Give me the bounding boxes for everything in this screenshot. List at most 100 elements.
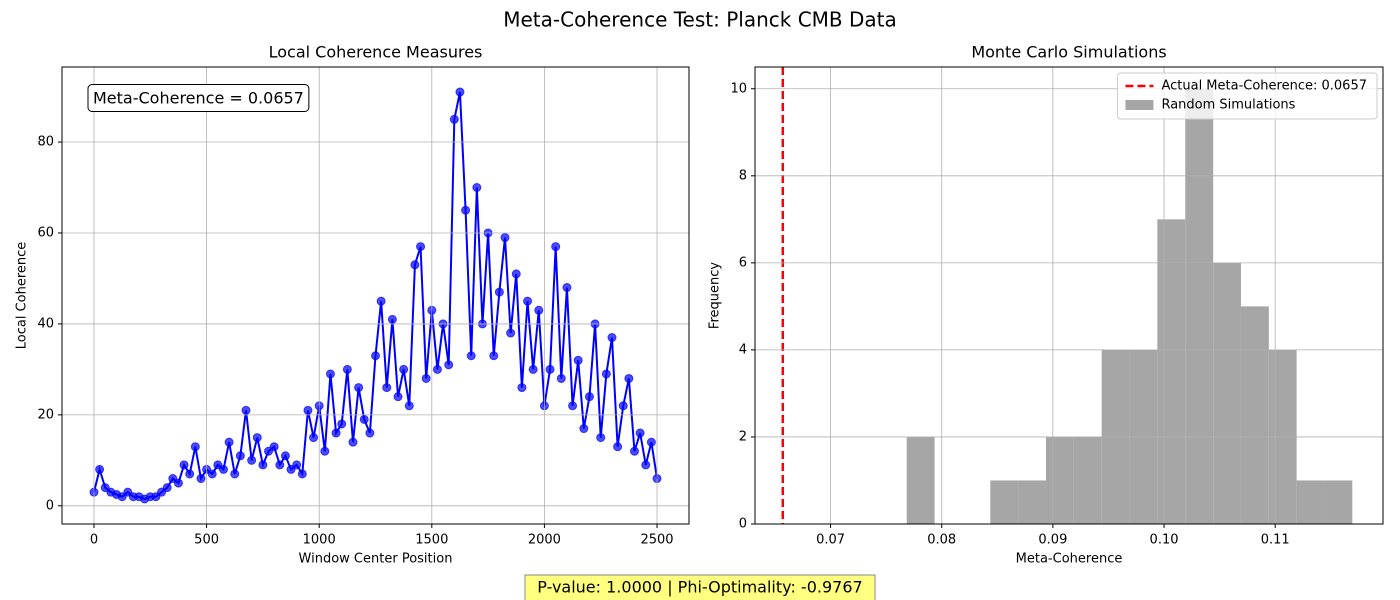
plot-area [781,67,1353,524]
histogram-bar [1157,219,1186,524]
x-tick-label: 0.11 [1261,533,1290,548]
axes-frame [754,66,1384,525]
x-tick-label: 0 [90,533,98,548]
data-point [309,433,319,443]
data-point [359,414,369,424]
data-point [551,242,561,252]
x-tick-label: 1000 [303,533,336,548]
data-point [506,328,516,338]
data-point [410,260,420,270]
data-point [235,451,245,461]
data-point [258,460,268,470]
y-tick-label: 80 [37,135,54,150]
data-point [584,392,594,402]
data-point [613,442,623,452]
histogram-bar [1045,436,1074,524]
data-point [387,314,397,324]
histogram-bar [1240,306,1269,524]
data-point [618,401,628,411]
y-axis-label: Local Coherence [15,242,30,350]
y-tick-label: 8 [739,168,747,183]
data-point [494,287,504,297]
data-point [371,351,380,361]
data-point [303,405,313,415]
data-point [399,364,409,374]
data-point [337,419,347,429]
data-point [348,437,358,447]
data-point [601,369,611,379]
data-point [376,296,386,306]
histogram-bar [1185,88,1214,524]
y-tick-label: 2 [739,429,747,444]
x-axis-label: Meta-Coherence [1016,552,1123,567]
data-point [449,114,459,124]
y-tick-label: 6 [739,255,747,270]
x-tick-label: 0.08 [927,533,956,548]
data-point [579,424,589,434]
data-point [325,369,335,379]
data-point [545,364,555,374]
data-point [382,383,392,393]
data-point [320,446,330,456]
data-point [224,437,234,447]
y-tick-label: 10 [730,81,747,96]
y-tick-label: 60 [37,225,54,240]
data-point [646,437,656,447]
data-point [207,469,217,479]
x-tick-label: 0.10 [1150,533,1179,548]
data-point [444,360,454,370]
data-point [432,364,442,374]
chart-title: Monte Carlo Simulations [971,43,1166,62]
histogram-bar [1296,480,1325,524]
data-point [292,460,302,470]
x-tick-label: 0.07 [816,533,845,548]
histogram-bar [990,480,1019,524]
y-tick-label: 40 [37,316,54,331]
x-tick-label: 1500 [415,533,448,548]
data-point [517,383,527,393]
data-point [297,469,307,479]
data-point [280,451,290,461]
data-point [500,233,510,243]
y-tick-label: 0 [739,517,747,532]
data-point [275,460,285,470]
data-point [218,464,228,474]
legend-frame [1116,72,1378,120]
data-point [421,373,431,383]
histogram-bar [1213,262,1241,524]
data-point [252,433,262,443]
footer-text: P-value: 1.0000 | Phi-Optimality: -0.976… [537,578,862,597]
data-point [247,455,257,465]
axes-frame [61,66,690,525]
x-tick-label: 2500 [640,533,673,548]
data-point [607,333,617,343]
histogram-bar [1073,436,1102,524]
data-point [596,433,606,443]
x-tick-label: 2000 [528,533,561,548]
data-point [461,205,471,215]
data-point [365,428,375,438]
data-point [455,87,465,97]
data-point [472,183,482,193]
data-point [534,305,544,315]
data-point [173,478,183,488]
annotation-box [87,84,310,112]
y-tick-label: 20 [37,407,54,422]
data-point [269,442,279,452]
plot-area [89,87,662,504]
data-point [95,464,105,474]
data-point [635,428,645,438]
data-point [162,483,172,493]
data-point [179,460,189,470]
y-axis-label: Frequency [708,262,723,329]
x-axis-label: Window Center Position [299,552,453,567]
data-point [185,469,195,479]
data-point [641,460,651,470]
data-point [568,401,578,411]
footer-box [524,574,876,600]
data-point [511,269,521,279]
data-point [331,428,341,438]
data-point [573,355,583,365]
data-point [241,405,251,415]
x-tick-label: 0.09 [1038,533,1067,548]
